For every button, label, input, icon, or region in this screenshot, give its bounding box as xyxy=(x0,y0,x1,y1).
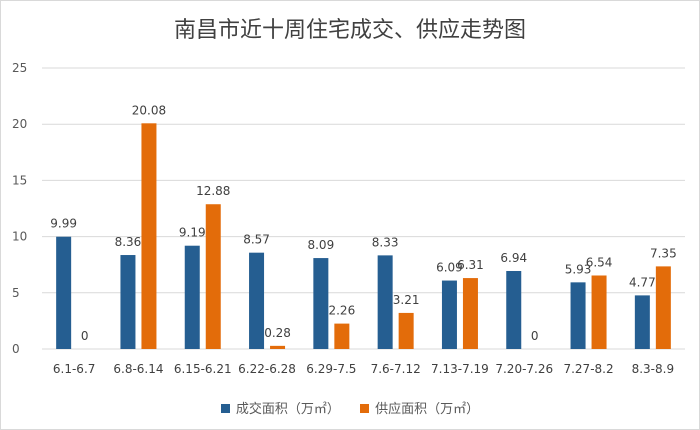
data-label: 0 xyxy=(531,329,539,343)
data-label: 6.54 xyxy=(586,255,613,269)
data-label: 3.21 xyxy=(393,293,420,307)
x-tick-label: 7.27-8.2 xyxy=(563,362,613,376)
x-tick-label: 6.8-6.14 xyxy=(113,362,163,376)
y-tick-label: 20 xyxy=(12,117,27,131)
data-label: 9.99 xyxy=(50,217,77,231)
x-tick-label: 7.20-7.26 xyxy=(495,362,553,376)
x-tick-label: 6.1-6.7 xyxy=(53,362,96,376)
bar-supply xyxy=(591,275,607,349)
x-tick-label: 7.6-7.12 xyxy=(371,362,421,376)
y-tick-label: 10 xyxy=(12,230,27,244)
legend-swatch-deal xyxy=(220,404,230,413)
x-tick-label: 6.22-6.28 xyxy=(238,362,296,376)
data-label: 8.09 xyxy=(307,238,334,252)
bar-supply xyxy=(141,123,157,349)
x-tick-label: 7.13-7.19 xyxy=(431,362,489,376)
data-label: 8.33 xyxy=(372,235,399,249)
bar-deal xyxy=(184,245,200,349)
legend-swatch-supply xyxy=(360,404,370,413)
data-label: 12.88 xyxy=(196,184,230,198)
data-label: 0 xyxy=(81,329,89,343)
bar-supply xyxy=(270,345,286,349)
data-label: 5.93 xyxy=(565,262,592,276)
x-tick-label: 8.3-8.9 xyxy=(632,362,675,376)
bar-supply xyxy=(205,204,221,349)
data-label: 0.28 xyxy=(264,326,291,340)
legend-item-supply: 供应面积（万㎡） xyxy=(360,398,479,417)
bar-deal xyxy=(634,295,650,349)
legend-label-supply: 供应面积（万㎡） xyxy=(375,402,480,417)
data-label: 6.31 xyxy=(457,258,484,272)
data-label: 9.19 xyxy=(179,226,206,240)
bar-supply xyxy=(334,323,350,349)
bar-supply xyxy=(655,266,671,349)
data-label: 6.94 xyxy=(500,251,527,265)
data-label: 20.08 xyxy=(132,103,166,117)
data-label: 8.57 xyxy=(243,233,270,247)
x-tick-label: 6.15-6.21 xyxy=(174,362,232,376)
chart-title: 南昌市近十周住宅成交、供应走势图 xyxy=(173,18,526,43)
bar-supply xyxy=(398,312,414,349)
bar-deal xyxy=(313,258,329,349)
data-label: 2.26 xyxy=(328,304,355,318)
bar-supply xyxy=(462,278,478,349)
legend-item-deal: 成交面积（万㎡） xyxy=(220,398,340,417)
bar-deal xyxy=(120,255,136,349)
data-label: 4.77 xyxy=(629,275,656,289)
y-tick-label: 15 xyxy=(12,173,27,187)
bar-deal xyxy=(506,270,522,349)
bar-deal xyxy=(441,280,457,349)
legend-label-deal: 成交面积（万㎡） xyxy=(235,402,340,417)
bar-deal xyxy=(249,252,265,349)
bar-deal xyxy=(56,236,72,349)
data-label: 6.09 xyxy=(436,261,463,275)
y-tick-label: 5 xyxy=(12,286,20,300)
data-label: 8.36 xyxy=(115,235,142,249)
bar-deal xyxy=(377,255,393,349)
y-tick-label: 0 xyxy=(12,342,20,356)
data-label: 7.35 xyxy=(650,246,677,260)
y-tick-label: 25 xyxy=(12,61,27,75)
legend: 成交面积（万㎡） 供应面积（万㎡） xyxy=(0,398,700,417)
bar-deal xyxy=(570,282,586,349)
x-tick-label: 6.29-7.5 xyxy=(306,362,356,376)
